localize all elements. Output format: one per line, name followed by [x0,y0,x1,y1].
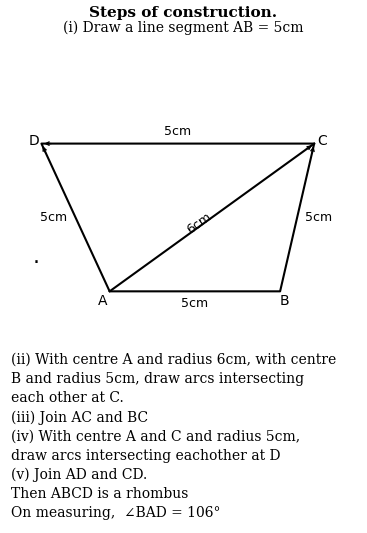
Text: 6cm: 6cm [185,210,214,236]
Text: 5cm: 5cm [181,297,208,310]
Text: ·: · [32,253,39,273]
Text: draw arcs intersecting eachother at D: draw arcs intersecting eachother at D [11,449,280,463]
Text: (iv) With centre A and C and radius 5cm,: (iv) With centre A and C and radius 5cm, [11,430,300,443]
Text: D: D [28,134,39,148]
Text: (i) Draw a line segment AB = 5cm: (i) Draw a line segment AB = 5cm [63,20,304,35]
Text: (ii) With centre A and radius 6cm, with centre: (ii) With centre A and radius 6cm, with … [11,353,336,367]
Text: B and radius 5cm, draw arcs intersecting: B and radius 5cm, draw arcs intersecting [11,372,304,386]
Text: 5cm: 5cm [164,125,191,138]
Text: each other at C.: each other at C. [11,391,124,405]
Text: C: C [317,134,327,148]
Text: (v) Join AD and CD.: (v) Join AD and CD. [11,468,147,482]
Text: Then ABCD is a rhombus: Then ABCD is a rhombus [11,487,188,501]
Text: Steps of construction.: Steps of construction. [90,6,277,20]
Text: (iii) Join AC and BC: (iii) Join AC and BC [11,410,148,425]
Text: On measuring,  ∠BAD = 106°: On measuring, ∠BAD = 106° [11,506,221,520]
Text: B: B [280,294,290,308]
Text: 5cm: 5cm [305,211,332,224]
Text: 5cm: 5cm [40,211,68,224]
Text: A: A [98,294,108,308]
